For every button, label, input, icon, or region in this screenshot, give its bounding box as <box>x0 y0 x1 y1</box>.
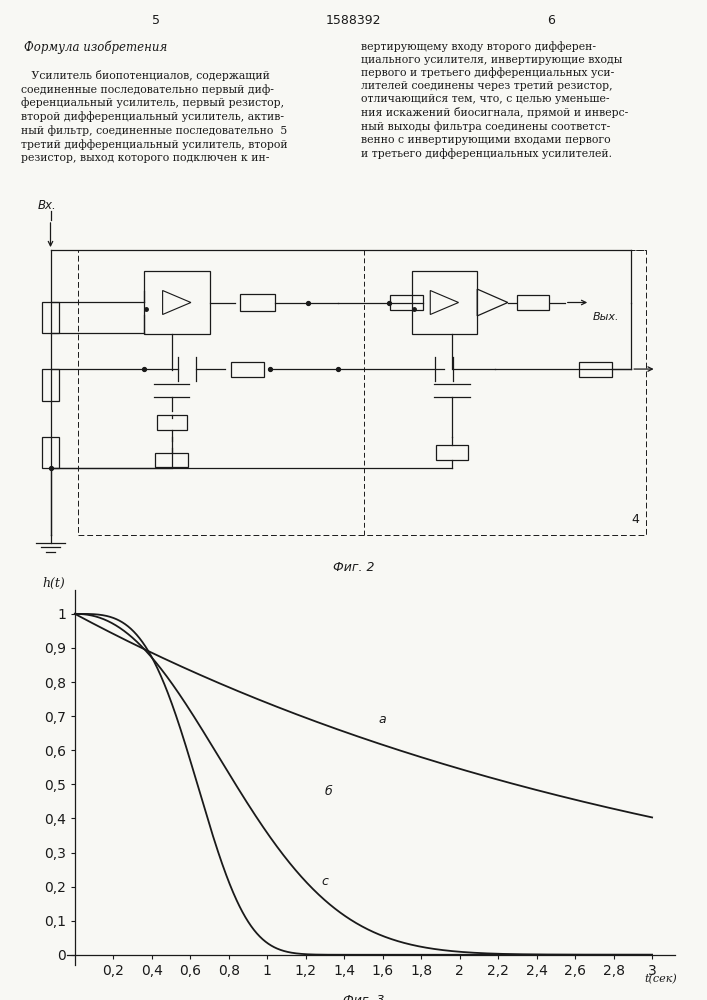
Bar <box>42 369 59 401</box>
Text: Формула изобретения: Формула изобретения <box>24 41 167 54</box>
Text: c: c <box>321 875 328 888</box>
Text: Фиг. 2: Фиг. 2 <box>333 561 374 574</box>
Text: h(t): h(t) <box>42 577 65 590</box>
Bar <box>411 271 477 334</box>
Text: 6: 6 <box>547 14 556 27</box>
Bar <box>42 302 59 333</box>
Text: t(сек): t(сек) <box>644 974 677 984</box>
Text: а: а <box>379 713 387 726</box>
Text: Вых.: Вых. <box>592 312 619 322</box>
Bar <box>580 362 612 377</box>
Bar <box>156 453 188 467</box>
Text: Вх.: Вх. <box>38 199 57 212</box>
Bar <box>156 415 187 430</box>
Bar <box>240 294 275 311</box>
Bar <box>78 250 646 535</box>
Bar <box>517 295 549 310</box>
Bar <box>390 295 423 310</box>
Text: б: б <box>325 785 333 798</box>
Text: 5: 5 <box>151 14 160 27</box>
Text: 4: 4 <box>631 513 639 526</box>
Text: Фиг. 3: Фиг. 3 <box>343 994 384 1000</box>
Bar <box>436 445 469 460</box>
Bar <box>42 437 59 468</box>
Bar <box>144 271 209 334</box>
Bar <box>231 362 264 377</box>
Text: 1588392: 1588392 <box>326 14 381 27</box>
Text: вертирующему входу второго дифферен-
циального усилителя, инвертирующие входы
пе: вертирующему входу второго дифферен- циа… <box>361 41 628 159</box>
Text: Усилитель биопотенциалов, содержащий
соединенные последовательно первый диф-
фер: Усилитель биопотенциалов, содержащий сое… <box>21 70 288 163</box>
